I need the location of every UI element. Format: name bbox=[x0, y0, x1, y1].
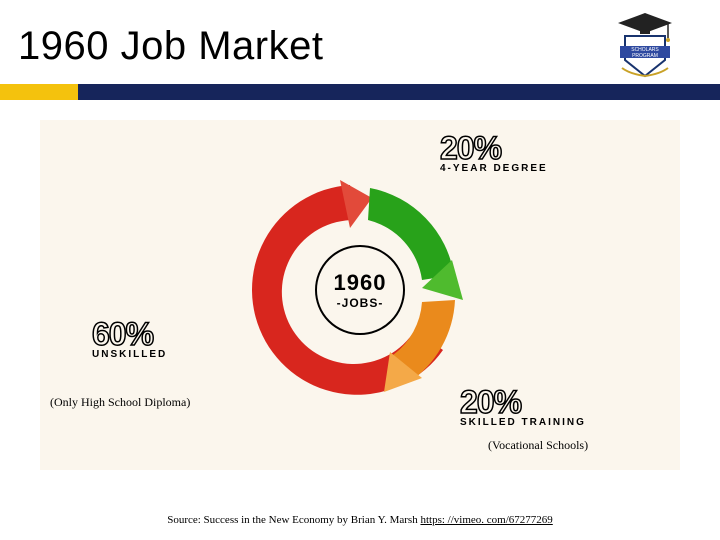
label-skilled-training: 20% SKILLED TRAINING bbox=[460, 388, 586, 428]
label-unskilled: 60% UNSKILLED bbox=[92, 320, 167, 360]
divider-navy bbox=[78, 84, 720, 100]
pct-skilled-training: 20% bbox=[460, 384, 521, 420]
pct-four-year-degree: 20% bbox=[440, 130, 501, 166]
label-four-year-degree: 20% 4-YEAR DEGREE bbox=[440, 134, 548, 174]
pct-unskilled: 60% bbox=[92, 316, 153, 352]
divider-bar bbox=[0, 84, 720, 100]
sub-skilled-training: SKILLED TRAINING bbox=[460, 417, 586, 428]
sub-four-year-degree: 4-YEAR DEGREE bbox=[440, 163, 548, 174]
caption-skilled-training: (Vocational Schools) bbox=[488, 438, 588, 453]
scholars-program-logo: SCHOLARS PROGRAM bbox=[600, 10, 690, 80]
center-year: 1960 bbox=[334, 270, 387, 296]
circular-arrow-chart: 1960 -JOBS- bbox=[200, 140, 520, 420]
source-link[interactable]: https: //vimeo. com/67277269 bbox=[420, 514, 552, 526]
page-title: 1960 Job Market bbox=[18, 24, 323, 69]
source-prefix: Source: Success in the New Economy by Br… bbox=[167, 514, 420, 526]
center-jobs-label: -JOBS- bbox=[337, 296, 384, 310]
chart-area: 1960 -JOBS- 20% 4-YEAR DEGREE 20% SKILLE… bbox=[40, 120, 680, 470]
source-citation: Source: Success in the New Economy by Br… bbox=[0, 514, 720, 526]
sub-unskilled: UNSKILLED bbox=[92, 349, 167, 360]
caption-unskilled: (Only High School Diploma) bbox=[50, 395, 190, 410]
logo-text-bottom: PROGRAM bbox=[632, 53, 658, 59]
center-circle: 1960 -JOBS- bbox=[315, 245, 405, 335]
divider-gold bbox=[0, 84, 78, 100]
